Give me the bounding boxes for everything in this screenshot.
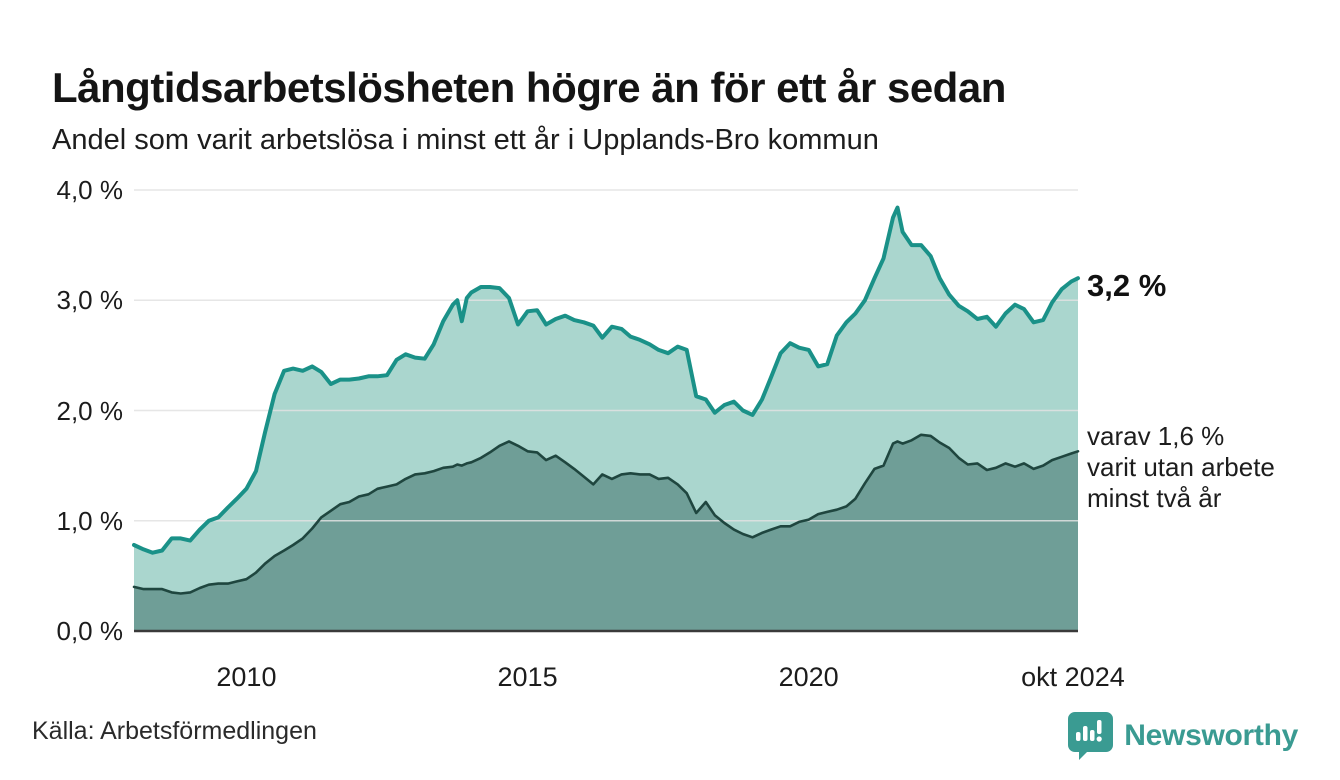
y-tick-label: 1,0 % bbox=[56, 505, 124, 536]
x-tick-label: okt 2024 bbox=[1021, 662, 1125, 692]
x-tick-label: 2010 bbox=[216, 662, 277, 692]
value-label-latest: 3,2 % bbox=[1087, 268, 1167, 303]
y-tick-label: 3,0 % bbox=[56, 285, 124, 316]
x-tick-label: 2015 bbox=[497, 662, 558, 692]
area-fill-two-year bbox=[134, 434, 1078, 631]
brand-name: Newsworthy bbox=[1124, 719, 1298, 752]
chart-title: Långtidsarbetslösheten högre än för ett … bbox=[52, 64, 1006, 112]
x-tick-label: 2020 bbox=[778, 662, 839, 692]
y-tick-label: 0,0 % bbox=[56, 616, 124, 646]
annotation-two-year-line1: varav 1,6 % bbox=[1087, 421, 1225, 451]
y-tick-label: 4,0 % bbox=[56, 175, 124, 205]
annotation-two-year-line3: minst två år bbox=[1087, 483, 1222, 513]
y-tick-label: 2,0 % bbox=[56, 395, 124, 426]
source-note: Källa: Arbetsförmedlingen bbox=[32, 717, 317, 745]
annotation-two-year-line2: varit utan arbete bbox=[1087, 452, 1275, 482]
line-two-year bbox=[132, 433, 1080, 595]
brand-logo: Newsworthy bbox=[1067, 710, 1298, 762]
chart-subtitle: Andel som varit arbetslösa i minst ett å… bbox=[52, 124, 879, 156]
annotation-two-year: varav 1,6 % varit utan arbete minst två … bbox=[1087, 421, 1275, 514]
line-one-year bbox=[132, 205, 1080, 555]
newsworthy-bubble-chart-icon bbox=[1068, 712, 1114, 760]
